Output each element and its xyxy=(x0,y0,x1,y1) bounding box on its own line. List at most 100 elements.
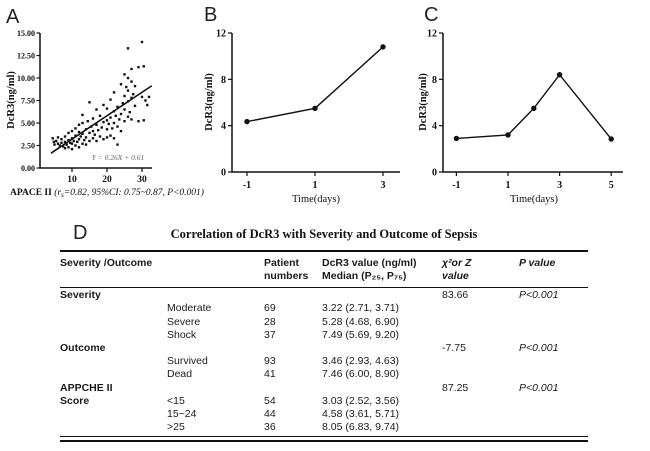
scatter-point xyxy=(77,123,81,126)
x-axis-label: Time(days) xyxy=(292,194,341,205)
scatter-point xyxy=(98,135,102,138)
scatter-point xyxy=(97,129,100,132)
sepsis-table: Severity /Outcome Patient numbers DcR3 val… xyxy=(60,250,588,443)
data-point xyxy=(312,105,318,111)
table-cell xyxy=(436,302,519,315)
table-row: Survived 93 3.46 (2.93, 4.63) xyxy=(60,355,588,368)
scatter-point xyxy=(119,129,123,133)
panel-d-letter: D xyxy=(73,222,88,244)
scatter-point xyxy=(88,131,91,135)
scatter-point xyxy=(109,134,112,137)
y-tick-label: 0 xyxy=(432,168,437,179)
scatter-point xyxy=(95,108,98,111)
x-axis-label: Time(days) xyxy=(510,194,559,205)
scatter-point xyxy=(67,131,70,135)
y-tick-label: 15.00 xyxy=(17,29,35,38)
scatter-point xyxy=(81,121,84,125)
scatter-point xyxy=(81,113,84,117)
table-header-row: Severity /Outcome Patient numbers DcR3 val… xyxy=(60,252,588,289)
scatter-point xyxy=(93,133,96,136)
scatter-point xyxy=(81,132,84,135)
scatter-point xyxy=(147,95,151,99)
table-cell xyxy=(322,342,436,355)
data-point xyxy=(505,132,511,138)
scatter-point xyxy=(91,129,95,133)
scatter-point xyxy=(53,143,56,146)
table-cell: Score xyxy=(60,394,90,407)
scatter-point xyxy=(107,122,110,126)
scatter-point xyxy=(116,143,119,146)
table-cell: 7.49 (5.69, 9.20) xyxy=(322,328,400,341)
table-cell xyxy=(322,289,436,302)
scatter-point xyxy=(119,112,123,116)
y-axis-label: DcR3(ng/ml) xyxy=(6,71,17,129)
table-cell xyxy=(519,316,588,329)
scatter-point xyxy=(128,111,131,114)
scatter-point xyxy=(91,137,95,140)
scatter-point xyxy=(60,141,63,144)
scatter-point xyxy=(126,47,130,50)
scatter-point xyxy=(125,85,128,89)
apace-stats: =0.82, 95%CI: 0.75~0.87, P<0.001) xyxy=(63,188,204,198)
scatter-point xyxy=(105,128,109,131)
scatter-point xyxy=(102,138,105,141)
scatter-point xyxy=(98,114,102,117)
scatter-point xyxy=(77,138,81,141)
scatter-point xyxy=(62,145,65,148)
scatter-point xyxy=(133,104,137,108)
x-tick-label: 20 xyxy=(102,175,112,185)
table-cell: Dead xyxy=(167,368,193,381)
table-body: Severity 83.66 P<0.001 Moderate 69 3.22 (2.71… xyxy=(60,288,588,438)
table-row: Shock 37 7.49 (5.69, 9.20) xyxy=(60,329,588,342)
apace-subscript: s xyxy=(61,191,64,199)
data-point xyxy=(608,136,614,142)
table-cell xyxy=(519,329,588,342)
scatter-point xyxy=(102,120,105,124)
scatter-point xyxy=(67,146,70,149)
scatter-point xyxy=(91,117,95,120)
scatter-point xyxy=(56,136,60,139)
table-cell: 28 xyxy=(264,315,276,328)
scatter-point xyxy=(112,121,116,125)
scatter-point xyxy=(126,115,130,118)
scatter-point xyxy=(58,144,61,147)
table-cell xyxy=(167,382,256,395)
apace-prefix: APACE II xyxy=(10,188,55,198)
x-tick-label: 5 xyxy=(609,180,614,191)
y-axis-label: DcR3(ng/ml) xyxy=(204,73,215,131)
table-cell xyxy=(322,382,436,395)
table-cell xyxy=(256,382,322,395)
scatter-point xyxy=(74,134,77,137)
scatter-point xyxy=(83,138,86,142)
table-cell xyxy=(167,289,256,302)
scatter-point xyxy=(74,144,77,147)
table-cell xyxy=(167,342,256,355)
table-cell: P<0.001 xyxy=(519,381,559,394)
table-header-cell: P value xyxy=(519,257,556,269)
scatter-point xyxy=(77,130,81,134)
table-cell: 41 xyxy=(264,368,276,381)
table-cell xyxy=(436,421,519,434)
table-row: Severe 28 5.28 (4.68, 6.90) xyxy=(60,316,588,329)
scatter-point xyxy=(84,136,88,139)
table-cell: Severity xyxy=(60,289,101,302)
data-point xyxy=(380,44,386,50)
x-tick-label: 30 xyxy=(137,175,147,185)
table-cell xyxy=(519,368,588,381)
scatter-point xyxy=(146,103,149,107)
scatter-point xyxy=(109,116,112,119)
y-tick-label: 12.50 xyxy=(17,52,35,61)
table-cell: 3.03 (2.52, 3.56) xyxy=(322,394,400,407)
table-cell xyxy=(60,421,167,434)
x-tick-label: -1 xyxy=(452,180,460,191)
table-cell xyxy=(436,329,519,342)
y-tick-label: 8 xyxy=(221,75,226,86)
table-cell xyxy=(256,289,322,302)
table-row: Moderate 69 3.22 (2.71, 3.71) xyxy=(60,302,588,315)
apace-open: (r xyxy=(54,188,62,198)
scatter-point xyxy=(88,139,91,143)
scatter-point xyxy=(140,95,144,99)
scatter-point xyxy=(70,147,74,151)
scatter-point xyxy=(114,114,117,117)
